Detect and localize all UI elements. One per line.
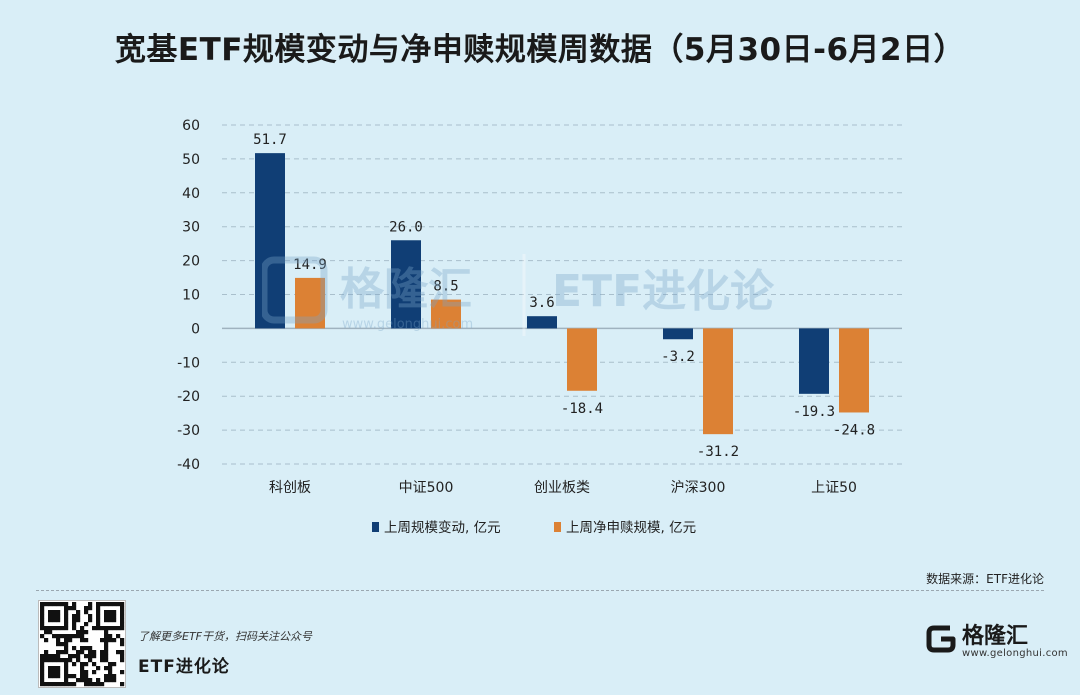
brand-logo: 格隆汇 www.gelonghui.com — [924, 618, 1068, 666]
brand-name: 格隆汇 — [962, 624, 1029, 649]
data-label: -31.2 — [697, 444, 739, 460]
bar-net-subscription — [567, 328, 597, 391]
data-label: -18.4 — [561, 401, 603, 417]
bar-net-subscription — [839, 328, 869, 413]
legend-swatch — [554, 522, 561, 532]
legend-label: 上周规模变动, 亿元 — [384, 520, 501, 536]
brand-url: www.gelonghui.com — [962, 648, 1068, 659]
y-tick-label: -30 — [177, 423, 200, 439]
x-tick-label: 创业板类 — [534, 480, 590, 496]
x-tick-label: 沪深300 — [671, 480, 726, 496]
y-tick-label: 0 — [191, 321, 200, 337]
footer-divider — [36, 590, 1044, 591]
bar-net-subscription — [431, 299, 461, 329]
data-label: -3.2 — [661, 349, 695, 365]
legend-swatch — [372, 522, 379, 532]
x-tick-label: 科创板 — [269, 480, 311, 496]
bar-net-subscription — [295, 277, 325, 329]
x-tick-label: 上证50 — [811, 480, 857, 496]
bar-net-subscription — [703, 328, 733, 435]
y-tick-label: 30 — [182, 220, 200, 236]
data-label: 14.9 — [293, 257, 327, 273]
data-label: 8.5 — [433, 279, 458, 295]
y-tick-label: 60 — [182, 118, 200, 134]
x-tick-label: 中证500 — [399, 480, 454, 496]
chart-title: 宽基ETF规模变动与净申赎规模周数据（5月30日-6月2日） — [114, 32, 966, 68]
y-tick-label: 10 — [182, 288, 200, 304]
footer-account-name: ETF进化论 — [138, 657, 230, 677]
y-tick-label: -10 — [177, 355, 200, 371]
data-label: 26.0 — [389, 219, 423, 235]
data-label: 51.7 — [253, 132, 287, 148]
y-tick-label: -40 — [177, 457, 200, 473]
data-label: 3.6 — [529, 295, 554, 311]
y-tick-label: 50 — [182, 152, 200, 168]
legend-label: 上周净申赎规模, 亿元 — [566, 520, 696, 536]
data-label: -24.8 — [833, 422, 875, 438]
source-note: 数据来源：ETF进化论 — [926, 572, 1044, 586]
y-tick-label: -20 — [177, 389, 200, 405]
footer-tagline: 了解更多ETF干货，扫码关注公众号 — [138, 630, 312, 643]
data-label: -19.3 — [793, 404, 835, 420]
bar-scale-change — [799, 328, 829, 394]
brand-mark-icon — [926, 625, 956, 653]
y-tick-label: 20 — [182, 254, 200, 270]
bar-chart: 60 50 40 30 20 10 0 -10 -20 -30 -40 51.7 14.9 科创板 26.0… — [177, 118, 902, 536]
y-tick-label: 40 — [182, 186, 200, 202]
bar-scale-change — [663, 328, 693, 340]
bar-scale-change — [391, 240, 421, 329]
qr-code — [38, 600, 126, 688]
bar-scale-change — [255, 153, 285, 329]
bar-scale-change — [527, 316, 557, 329]
